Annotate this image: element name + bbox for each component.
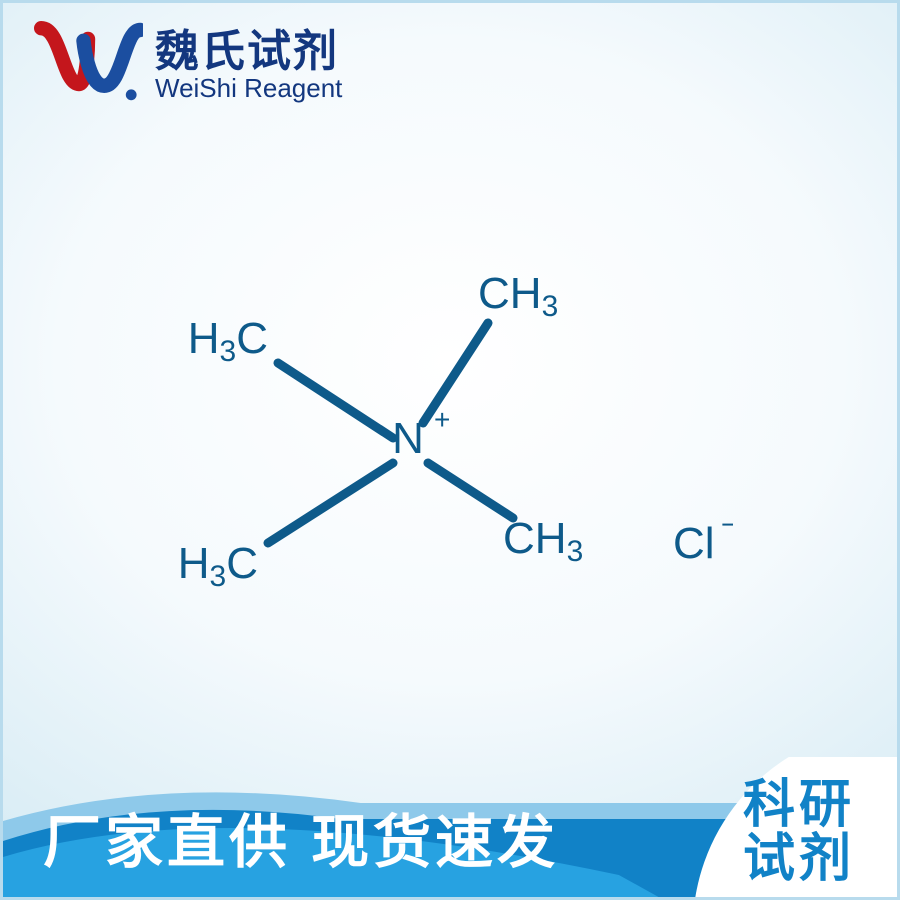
logo-dot [126, 89, 137, 100]
mol-center: N+ [392, 404, 450, 463]
methyl-label: H3C [178, 539, 258, 593]
corner-line2: 试剂 [709, 832, 889, 887]
methyl-label: CH3 [503, 514, 583, 568]
mol-counterion: Cl− [673, 509, 733, 568]
center-atom: N [392, 414, 424, 463]
counterion: Cl [673, 519, 715, 568]
counterion-charge: − [721, 509, 733, 540]
molecule-diagram: H3CCH3H3CCH3 N+ Cl− [93, 253, 733, 613]
logo-mark-icon [33, 21, 143, 111]
banner-text: 厂家直供 现货速发 [43, 795, 559, 879]
logo-en: WeiShi Reagent [155, 75, 342, 102]
logo-text: 魏氏试剂 WeiShi Reagent [155, 29, 342, 102]
corner-line1: 科研 [743, 776, 855, 834]
methyl-label: H3C [188, 314, 268, 368]
methyl-label: CH3 [478, 269, 558, 323]
logo-cn: 魏氏试剂 [155, 29, 342, 75]
product-card: 魏氏试剂 WeiShi Reagent H3CCH3H3CCH3 N+ Cl− … [0, 0, 900, 900]
center-charge: + [434, 404, 450, 435]
mol-bonds [268, 323, 513, 543]
bottom-banner: 厂家直供 现货速发 科研 试剂 [3, 757, 897, 897]
brand-logo: 魏氏试剂 WeiShi Reagent [33, 21, 342, 111]
corner-label: 科研 试剂 [709, 778, 889, 887]
